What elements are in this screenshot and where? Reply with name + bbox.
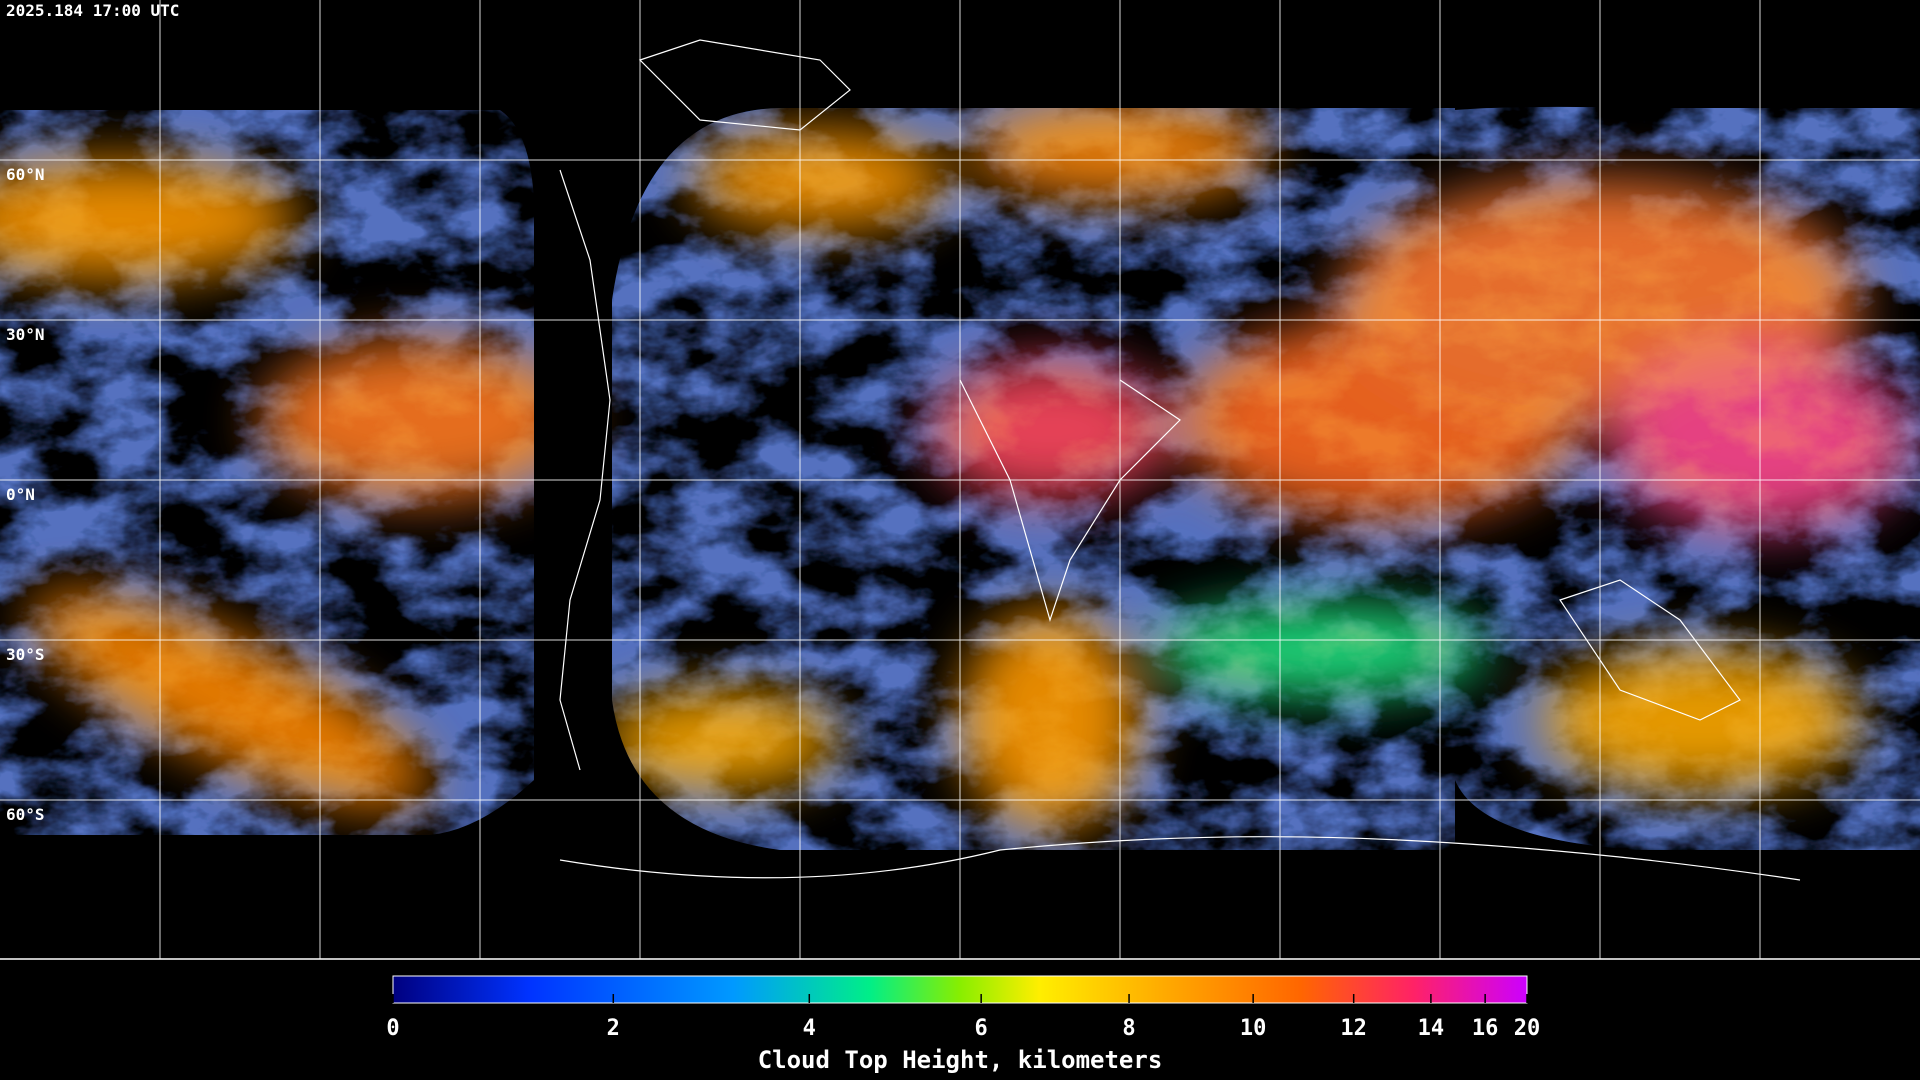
colorbar-tick-label: 14 bbox=[1418, 1016, 1445, 1041]
colorbar-tick-label: 0 bbox=[386, 1016, 399, 1041]
latitude-label: 30°N bbox=[6, 325, 45, 344]
colorbar-tick-label: 10 bbox=[1240, 1016, 1267, 1041]
latitude-label: 30°S bbox=[6, 645, 45, 664]
colorbar-tick-label: 12 bbox=[1340, 1016, 1367, 1041]
colorbar-tick-label: 6 bbox=[975, 1016, 988, 1041]
timestamp: 2025.184 17:00 UTC bbox=[6, 1, 179, 20]
colorbar-title: Cloud Top Height, kilometers bbox=[758, 1046, 1163, 1074]
coastlines bbox=[559, 39, 1801, 881]
colorbar-tick-label: 4 bbox=[803, 1016, 816, 1041]
colorbar-tick-label: 16 bbox=[1472, 1016, 1499, 1041]
latitude-label: 60°N bbox=[6, 165, 45, 184]
colorbar-tick-label: 20 bbox=[1514, 1016, 1541, 1041]
colorbar bbox=[392, 975, 1528, 1004]
graticule bbox=[0, 0, 1920, 960]
colorbar-tick-label: 8 bbox=[1122, 1016, 1135, 1041]
latitude-label: 60°S bbox=[6, 805, 45, 824]
colorbar-tick-label: 2 bbox=[607, 1016, 620, 1041]
latitude-label: 0°N bbox=[6, 485, 35, 504]
